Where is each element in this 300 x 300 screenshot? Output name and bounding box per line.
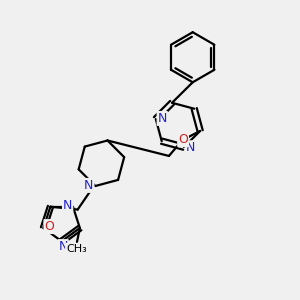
Text: CH₃: CH₃ <box>66 244 87 254</box>
Text: N: N <box>84 179 94 192</box>
Text: N: N <box>63 199 72 212</box>
Text: O: O <box>44 220 54 233</box>
Text: N: N <box>58 240 68 253</box>
Text: O: O <box>178 133 188 146</box>
Text: N: N <box>158 112 167 125</box>
Text: N: N <box>186 141 195 154</box>
